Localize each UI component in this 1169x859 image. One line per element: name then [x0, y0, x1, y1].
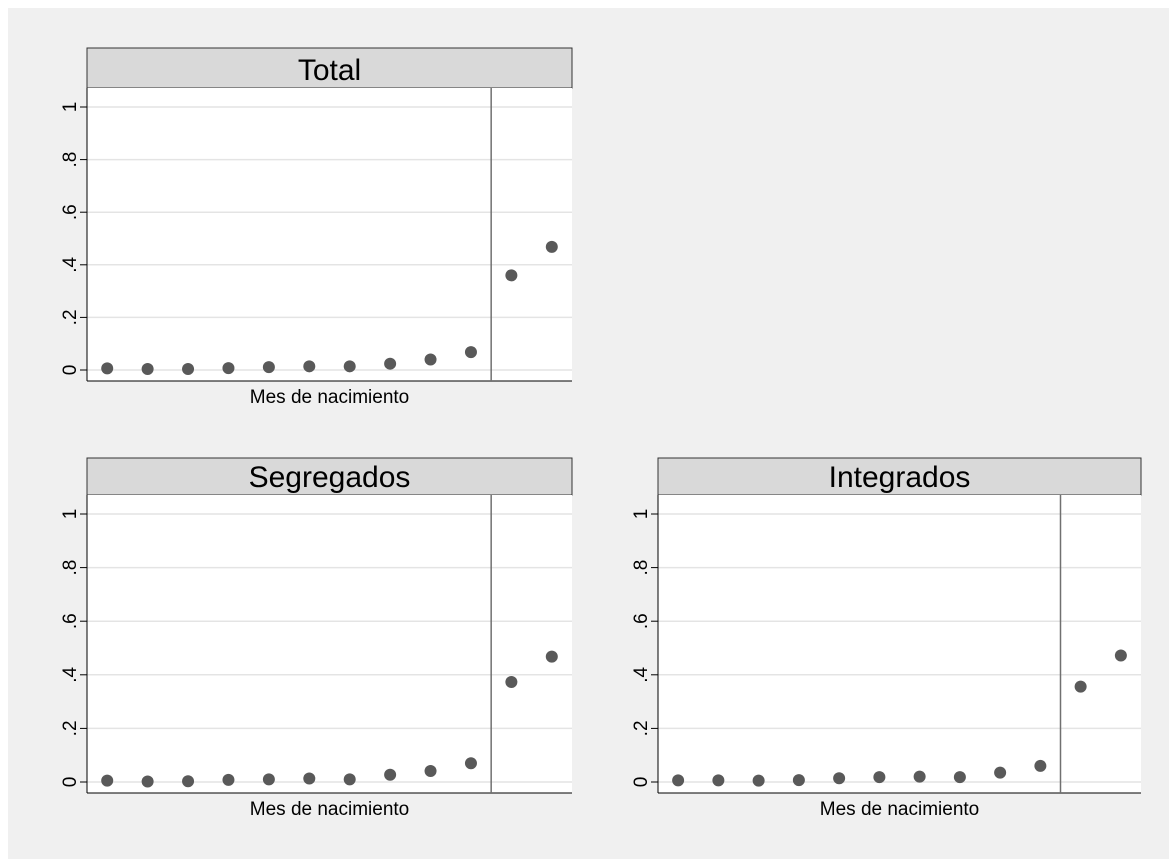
data-point [182, 362, 195, 375]
data-point [343, 773, 356, 786]
y-tick-label: .2 [60, 309, 81, 325]
y-tick-label: .6 [60, 204, 81, 220]
data-point [672, 774, 685, 787]
data-point [545, 650, 558, 663]
chart-panel-2: Segregados 0 .2 .4 .6 .8 1 Mes de nacimiento [60, 457, 573, 820]
y-tick-label: 1 [60, 509, 81, 520]
data-point [833, 772, 846, 785]
data-point [464, 346, 477, 359]
data-point [712, 774, 725, 787]
data-point [141, 775, 154, 788]
plot-area [87, 495, 572, 793]
x-axis-title: Mes de nacimiento [820, 799, 979, 820]
y-tick-label: .4 [60, 256, 81, 272]
data-point [303, 772, 316, 785]
data-point [913, 770, 926, 783]
data-point [994, 766, 1007, 779]
y-tick-label: .8 [60, 560, 81, 576]
data-point [343, 360, 356, 373]
plot-area [658, 495, 1141, 793]
y-tick-label: .4 [60, 666, 81, 682]
y-tick-label: .2 [60, 720, 81, 736]
panel-strip [86, 47, 573, 89]
panel-strip [86, 457, 573, 496]
data-point [464, 757, 477, 770]
data-point [141, 362, 154, 375]
y-tick-label: .2 [631, 720, 652, 736]
y-tick-label: 0 [60, 777, 81, 788]
y-tick-label: .8 [60, 152, 81, 168]
data-point [384, 357, 397, 370]
data-point [222, 773, 235, 786]
y-tick-label: .4 [631, 666, 652, 682]
y-tick-label: 0 [631, 777, 652, 788]
data-point [505, 269, 518, 282]
plot-area [87, 88, 572, 381]
data-point [953, 771, 966, 784]
y-tick-label: .6 [631, 613, 652, 629]
panel-title: Segregados [249, 461, 411, 494]
data-point [262, 773, 275, 786]
data-point [101, 774, 114, 787]
data-point [424, 765, 437, 778]
data-point [792, 774, 805, 787]
y-tick-label: 1 [631, 509, 652, 520]
data-point [1074, 680, 1087, 693]
x-axis-title: Mes de nacimiento [250, 387, 409, 408]
data-point [384, 768, 397, 781]
x-axis-title: Mes de nacimiento [250, 799, 409, 820]
data-point [1114, 649, 1127, 662]
y-tick-label: 0 [60, 365, 81, 376]
y-tick-label: .8 [631, 560, 652, 576]
chart-panel-1: Total 0 .2 .4 .6 .8 1 Mes de nacimiento [60, 47, 573, 408]
data-point [752, 774, 765, 787]
y-tick-label: 1 [60, 102, 81, 113]
data-point [505, 676, 518, 689]
chart-panel-3: Integrados 0 .2 .4 .6 .8 1 Mes de nacimiento [631, 457, 1142, 820]
data-point [101, 362, 114, 375]
data-point [182, 775, 195, 788]
data-point [424, 353, 437, 366]
panel-title: Total [298, 54, 361, 87]
data-point [222, 362, 235, 375]
data-point [873, 771, 886, 784]
data-point [262, 361, 275, 374]
data-point [1034, 759, 1047, 772]
data-point [303, 360, 316, 373]
data-point [545, 240, 558, 253]
y-tick-label: .6 [60, 613, 81, 629]
panel-title: Integrados [829, 461, 971, 494]
